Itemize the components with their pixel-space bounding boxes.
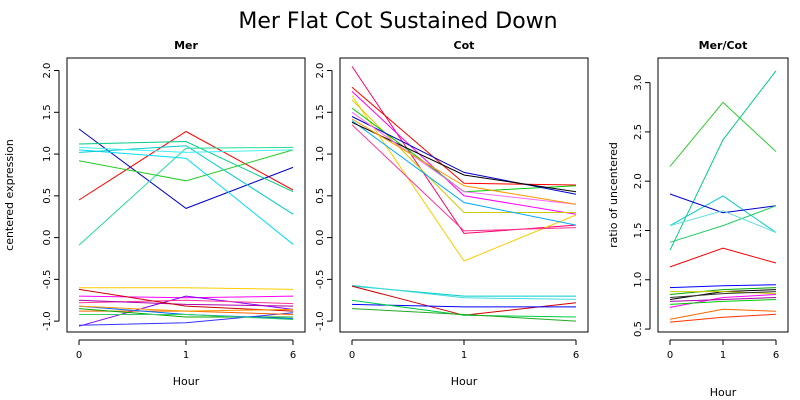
series-line-15	[351, 285, 577, 316]
series-line-7	[78, 146, 294, 246]
x-tick-label: 1	[183, 350, 189, 361]
y-tick-label: 0.5	[42, 188, 53, 204]
series-line-10	[78, 295, 294, 299]
y-tick-label: 0.0	[315, 230, 326, 246]
y-tick-label: 1.5	[315, 104, 326, 120]
series-line-1	[669, 70, 777, 251]
series-line-20	[79, 314, 294, 320]
y-tick-label: -0.5	[42, 270, 53, 290]
y-tick-label: 3.0	[633, 75, 644, 91]
series-line-17	[351, 299, 577, 318]
x-tick-label: 6	[290, 350, 296, 361]
series-line-8	[351, 120, 577, 226]
x-tick-label: 6	[773, 350, 779, 361]
x-axis-label: Hour	[710, 386, 737, 399]
series-line-17	[669, 291, 777, 298]
series-line-14	[351, 284, 577, 300]
series-line-8	[78, 146, 294, 153]
x-tick-label: 1	[720, 350, 726, 361]
series-line-11	[351, 124, 577, 232]
series-line-12	[351, 118, 577, 205]
y-tick-label: 0.0	[42, 230, 53, 246]
y-tick-label: 2.5	[633, 124, 644, 140]
plot-frame	[66, 57, 306, 333]
series-line-15	[669, 313, 777, 323]
y-tick-label: 1.0	[633, 272, 644, 288]
series-line-2	[78, 128, 294, 209]
y-axis-label: centered expression	[3, 139, 16, 251]
series-line-10	[669, 287, 777, 295]
x-tick-label: 1	[461, 350, 467, 361]
series-line-7	[351, 116, 577, 195]
y-tick-label: 1.5	[633, 223, 644, 239]
panel-title: Mer/Cot	[699, 39, 748, 52]
x-axis-label: Hour	[173, 375, 200, 388]
x-tick-label: 0	[349, 350, 355, 361]
y-tick-label: 1.5	[42, 104, 53, 120]
x-axis-label: Hour	[451, 375, 478, 388]
series-line-17	[78, 288, 294, 312]
series-line-6	[669, 210, 777, 233]
y-tick-label: 2.0	[633, 173, 644, 189]
panel-title: Mer	[174, 39, 198, 52]
series-line-16	[669, 299, 777, 305]
series-line-10	[351, 111, 577, 205]
panel-title: Cot	[454, 39, 475, 52]
panel-2: Cot 0 1 6 Hour -1.0 -0.5 0.0 0.5 1.0 1.5 2.0	[315, 39, 589, 388]
series-line-12	[78, 312, 294, 326]
y-tick-label: 2.0	[315, 63, 326, 79]
x-tick-label: 0	[76, 350, 82, 361]
y-tick-label: 1.0	[315, 146, 326, 162]
series-line-16	[78, 299, 294, 307]
series-line-12	[669, 297, 777, 302]
chart-main-title: Mer Flat Cot Sustained Down	[238, 9, 557, 34]
series-line-5	[669, 205, 777, 243]
y-tick-label: 0.5	[315, 188, 326, 204]
series-line-9	[351, 121, 577, 193]
series-line-4	[351, 95, 577, 262]
series-line-3	[669, 195, 777, 233]
series-line-2	[351, 86, 577, 186]
series-line-9	[79, 287, 294, 290]
chart-panels: Mer 0 1 6 Hour -1.0 -0.5 0.0 0.5 1.0 1.5 2.0 centere…	[3, 39, 789, 399]
series-line-14	[669, 308, 777, 320]
series-line-11	[669, 294, 777, 308]
series-line-3	[351, 91, 577, 215]
panel-3: Mer/Cot 0 1 6 Hour 0.5 1.0 1.5 2.0 2.5 3.0 ratio of…	[607, 39, 789, 399]
plot-frame	[657, 57, 789, 333]
series-line-11	[78, 295, 294, 327]
series-line-4	[669, 193, 777, 214]
series-line-13	[670, 291, 777, 295]
series-line-6	[351, 107, 577, 193]
series-line-9	[669, 284, 777, 289]
series-line-7	[669, 247, 777, 268]
y-tick-label: 0.5	[633, 321, 644, 337]
series-line-5	[351, 99, 576, 213]
series-line-3	[78, 149, 294, 182]
y-tick-label: -0.5	[315, 270, 326, 290]
series-line-18	[351, 308, 577, 322]
y-axis-label: ratio of uncentered	[607, 142, 620, 248]
x-tick-label: 6	[573, 350, 579, 361]
y-tick-label: 2.0	[42, 63, 53, 79]
x-tick-label: 0	[667, 350, 673, 361]
series-line-1	[351, 66, 577, 234]
y-tick-label: -1.0	[315, 311, 326, 331]
series-line-2	[669, 101, 777, 167]
y-tick-label: -1.0	[42, 311, 53, 331]
plot-frame	[339, 57, 589, 333]
series-line-4	[78, 140, 294, 193]
y-tick-label: 1.0	[42, 146, 53, 162]
panel-1: Mer 0 1 6 Hour -1.0 -0.5 0.0 0.5 1.0 1.5 2.0 centere…	[3, 39, 306, 388]
series-line-5	[78, 149, 294, 245]
series-line-1	[78, 130, 294, 201]
series-line-19	[78, 305, 294, 312]
series-line-6	[78, 145, 294, 215]
